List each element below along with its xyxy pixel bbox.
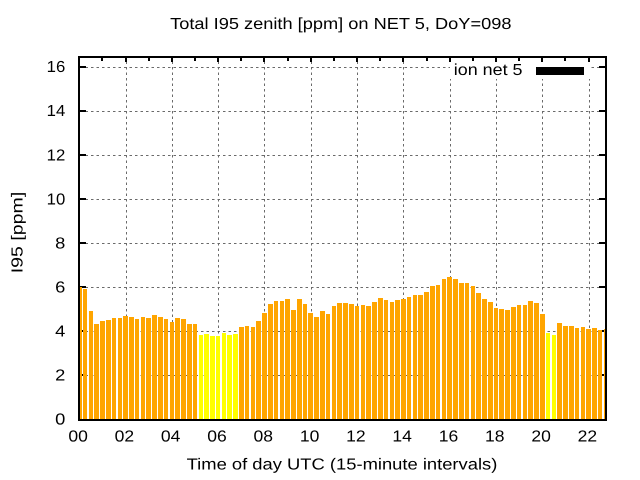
svg-text:20: 20 [531, 429, 551, 446]
svg-text:22: 22 [578, 429, 598, 446]
svg-text:I95 [ppm]: I95 [ppm] [10, 192, 27, 274]
svg-text:08: 08 [254, 429, 274, 446]
svg-text:12: 12 [346, 429, 366, 446]
svg-text:10: 10 [300, 429, 320, 446]
svg-text:16: 16 [439, 429, 459, 446]
svg-text:00: 00 [68, 429, 88, 446]
svg-text:10: 10 [47, 191, 66, 208]
svg-text:14: 14 [392, 429, 412, 446]
svg-text:6: 6 [55, 279, 65, 296]
svg-text:16: 16 [47, 59, 66, 76]
svg-text:02: 02 [115, 429, 135, 446]
svg-text:0: 0 [55, 411, 65, 428]
svg-text:ion net 5: ion net 5 [454, 62, 523, 79]
svg-text:8: 8 [55, 235, 65, 252]
svg-text:4: 4 [55, 323, 65, 340]
svg-text:12: 12 [47, 147, 66, 164]
svg-text:14: 14 [47, 103, 66, 120]
svg-text:Total I95 zenith [ppm] on NET: Total I95 zenith [ppm] on NET 5, DoY=098 [170, 16, 512, 33]
svg-text:18: 18 [485, 429, 505, 446]
svg-text:Time of day UTC (15-minute int: Time of day UTC (15-minute intervals) [187, 457, 498, 474]
svg-text:2: 2 [55, 367, 65, 384]
svg-text:04: 04 [161, 429, 181, 446]
svg-text:06: 06 [207, 429, 227, 446]
